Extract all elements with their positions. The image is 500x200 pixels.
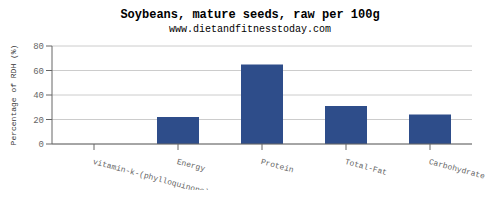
svg-text:20: 20 (33, 116, 44, 126)
svg-text:Total-Fat: Total-Fat (344, 157, 388, 177)
svg-text:60: 60 (33, 67, 44, 77)
svg-text:40: 40 (33, 91, 44, 101)
html-text:www.dietandfitnesstoday.com: www.dietandfitnesstoday.com (169, 24, 331, 35)
svg-text:Energy: Energy (176, 157, 206, 173)
svg-text:0: 0 (39, 140, 44, 150)
html-text:Soybeans, mature seeds, raw pe: Soybeans, mature seeds, raw per 100g (120, 8, 380, 22)
svg-text:Protein: Protein (260, 157, 295, 174)
svg-text:vitamin-k-(phylloquinone): vitamin-k-(phylloquinone) (92, 157, 210, 190)
svg-text:80: 80 (33, 42, 44, 52)
svg-text:Percentage of RDH (%): Percentage of RDH (%) (9, 45, 18, 146)
svg-text:Carbohydrate: Carbohydrate (428, 157, 486, 181)
